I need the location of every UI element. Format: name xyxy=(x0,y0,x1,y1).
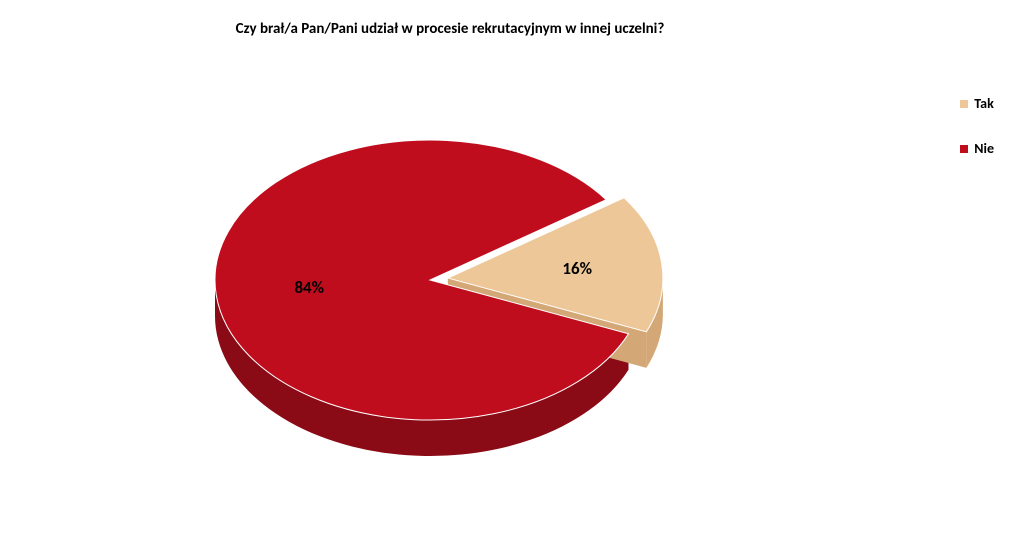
legend-label-tak: Tak xyxy=(974,95,994,112)
data-label-tak: 16% xyxy=(562,258,592,279)
legend-label-nie: Nie xyxy=(974,140,994,157)
legend: Tak Nie xyxy=(960,95,994,157)
chart-container: Czy brał/a Pan/Pani udział w procesie re… xyxy=(0,0,1024,546)
pie-chart: 16% 84% xyxy=(160,100,720,520)
data-label-nie: 84% xyxy=(294,277,324,298)
legend-swatch-tak xyxy=(960,100,968,108)
legend-item-nie: Nie xyxy=(960,140,994,157)
legend-swatch-nie xyxy=(960,145,968,153)
chart-title: Czy brał/a Pan/Pani udział w procesie re… xyxy=(0,20,900,38)
legend-item-tak: Tak xyxy=(960,95,994,112)
